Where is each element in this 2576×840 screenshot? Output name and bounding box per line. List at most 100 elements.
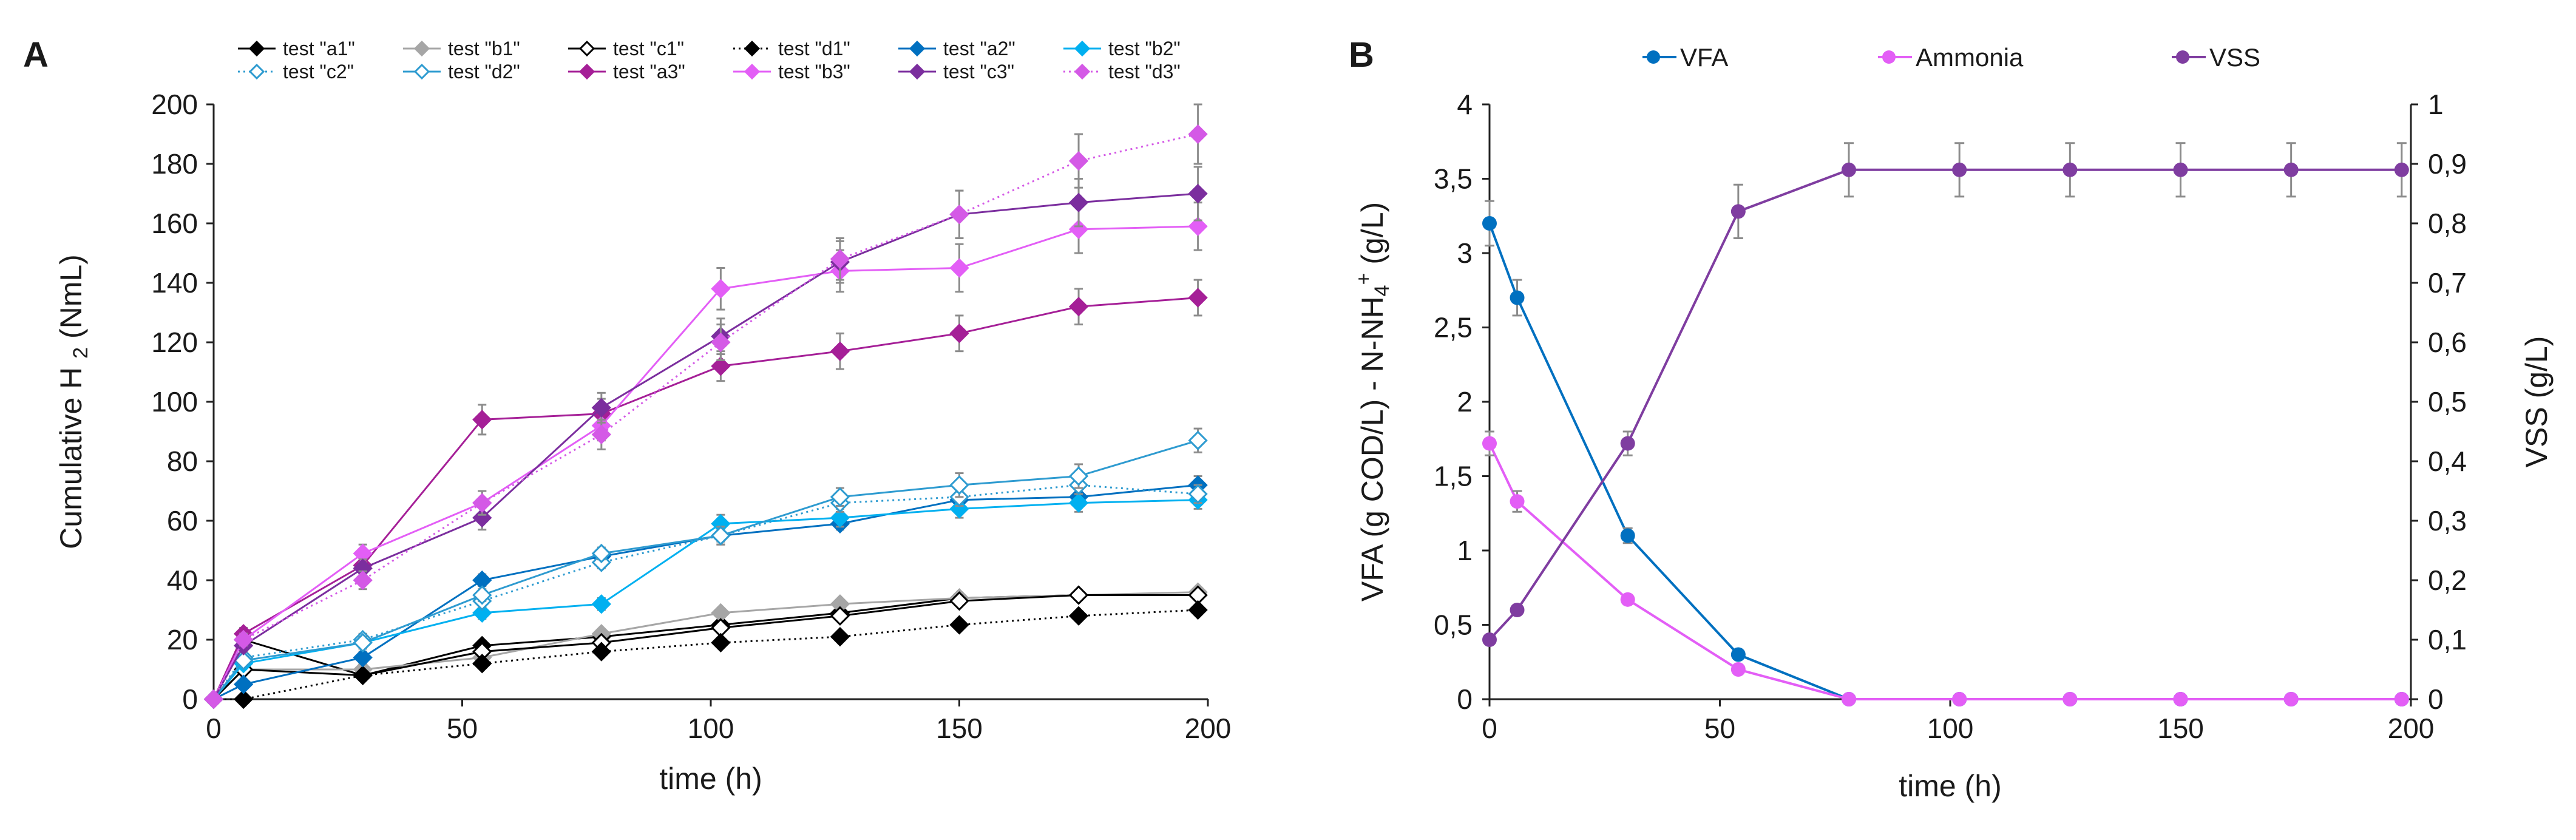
point-d3	[353, 570, 373, 591]
y-tick-label: 20	[167, 624, 198, 655]
left-y-tick-label: 0,5	[1434, 609, 1473, 641]
point-c3	[1068, 192, 1089, 212]
point-b3	[949, 258, 969, 278]
point-a3	[949, 323, 969, 344]
point-d1	[1188, 600, 1208, 620]
legend-label-d1: test "d1"	[778, 38, 850, 59]
panel-label-a: A	[23, 35, 49, 75]
series-d3	[203, 103, 1208, 710]
point-c3	[591, 398, 611, 418]
legend-marker-b2	[1074, 40, 1091, 57]
point-ammonia	[1620, 592, 1635, 607]
y-tick-label: 40	[167, 564, 198, 596]
panel-label-b: B	[1349, 35, 1374, 75]
point-vss	[1510, 603, 1525, 617]
point-a2	[353, 648, 373, 668]
point-b2	[1068, 493, 1089, 513]
point-vss	[2062, 162, 2078, 177]
point-vfa	[1482, 216, 1497, 231]
line-c3	[212, 192, 1198, 700]
point-c2	[1188, 484, 1208, 504]
right-y-axis-title: VSS (g/L)	[2520, 336, 2554, 468]
line-a2	[213, 484, 1198, 700]
y-tick-label: 160	[151, 208, 198, 239]
x-tick-label: 50	[1704, 713, 1735, 744]
point-b2	[949, 499, 969, 519]
right-y-tick-label: 0,2	[2428, 564, 2467, 596]
legend-item-vfa: VFA	[1642, 43, 1728, 72]
point-vss	[2283, 162, 2299, 177]
legend-label-c1: test "c1"	[613, 38, 684, 59]
left-y-tick-label: 1,5	[1434, 461, 1473, 492]
point-d1	[472, 654, 492, 674]
legend-marker-vfa	[1647, 50, 1660, 64]
legend-label-a3: test "a3"	[613, 61, 685, 83]
x-tick-label: 200	[2388, 713, 2435, 744]
point-c3	[1188, 183, 1208, 204]
y-tick-label: 140	[151, 267, 198, 299]
point-b2	[591, 594, 611, 614]
point-vss	[2394, 162, 2409, 177]
point-c1	[949, 591, 969, 611]
legend-marker-a2	[909, 40, 926, 57]
point-d3	[1188, 124, 1208, 144]
legend-marker-b3	[744, 63, 761, 80]
y-tick-label: 0	[182, 683, 198, 715]
legend-marker-c3	[909, 63, 926, 80]
point-b2	[472, 603, 492, 623]
point-d3	[234, 629, 254, 650]
point-vss	[2173, 162, 2188, 177]
point-b3	[711, 279, 731, 299]
point-d3	[203, 689, 224, 710]
x-tick-label: 150	[2157, 713, 2204, 744]
point-d3	[949, 205, 969, 225]
left-y-tick-label: 3	[1457, 237, 1473, 269]
point-d2	[711, 526, 731, 546]
point-ammonia	[2394, 692, 2409, 706]
legend-label-c3: test "c3"	[943, 61, 1014, 83]
point-ammonia	[1482, 436, 1497, 451]
right-y-tick-label: 0,1	[2428, 624, 2467, 655]
left-y-axis-title: VFA (g COD/L) - N-NH4+ (g/L)	[1352, 202, 1394, 601]
legend-item-b2: test "b2"	[1063, 38, 1181, 59]
legend-label-a2: test "a2"	[943, 38, 1015, 59]
point-d2	[591, 543, 611, 564]
y-tick-label: 180	[151, 148, 198, 180]
line-b2	[212, 499, 1198, 700]
y-tick-label: 60	[167, 505, 198, 537]
point-a3	[1068, 297, 1089, 317]
legend-marker-d1	[744, 40, 761, 57]
y-axis-title: Cumulative H 2 (NmL)	[54, 254, 92, 549]
point-a2	[234, 674, 254, 694]
chart-a: 0 20 40 60 80 100 120 140 160 180 200 0 50 100 150 200 t…	[54, 38, 1231, 796]
legend-marker-ammonia	[1882, 50, 1896, 64]
y-tick-label: 200	[151, 89, 198, 120]
point-ammonia	[2173, 692, 2188, 706]
point-vfa	[1730, 647, 1746, 662]
x-tick-label: 0	[206, 713, 222, 744]
legend-marker-vss	[2176, 50, 2189, 64]
point-d1	[711, 632, 731, 653]
point-d2	[1188, 430, 1208, 450]
legend-item-d3: test "d3"	[1063, 61, 1181, 83]
legend-marker-d3	[1074, 63, 1091, 80]
point-c1	[830, 606, 850, 626]
series-c1	[203, 585, 1208, 710]
line-b1	[212, 591, 1198, 700]
point-vss	[1952, 162, 1967, 177]
legend-item-c3: test "c3"	[898, 61, 1014, 83]
x-tick-label: 100	[688, 713, 734, 744]
x-axis-title: time (h)	[659, 762, 762, 796]
point-d2	[949, 475, 969, 495]
point-ammonia	[1510, 494, 1525, 509]
line-d2	[212, 439, 1199, 700]
y-tick-label: 120	[151, 327, 198, 358]
point-d3	[591, 424, 611, 445]
x-tick-label: 50	[447, 713, 478, 744]
legend-item-b1: test "b1"	[403, 38, 520, 59]
left-y-tick-label: 1	[1457, 535, 1473, 566]
point-d2	[830, 487, 850, 507]
point-d3	[1068, 151, 1089, 171]
point-d2	[353, 632, 373, 653]
left-y-tick-label: 0	[1457, 683, 1473, 715]
